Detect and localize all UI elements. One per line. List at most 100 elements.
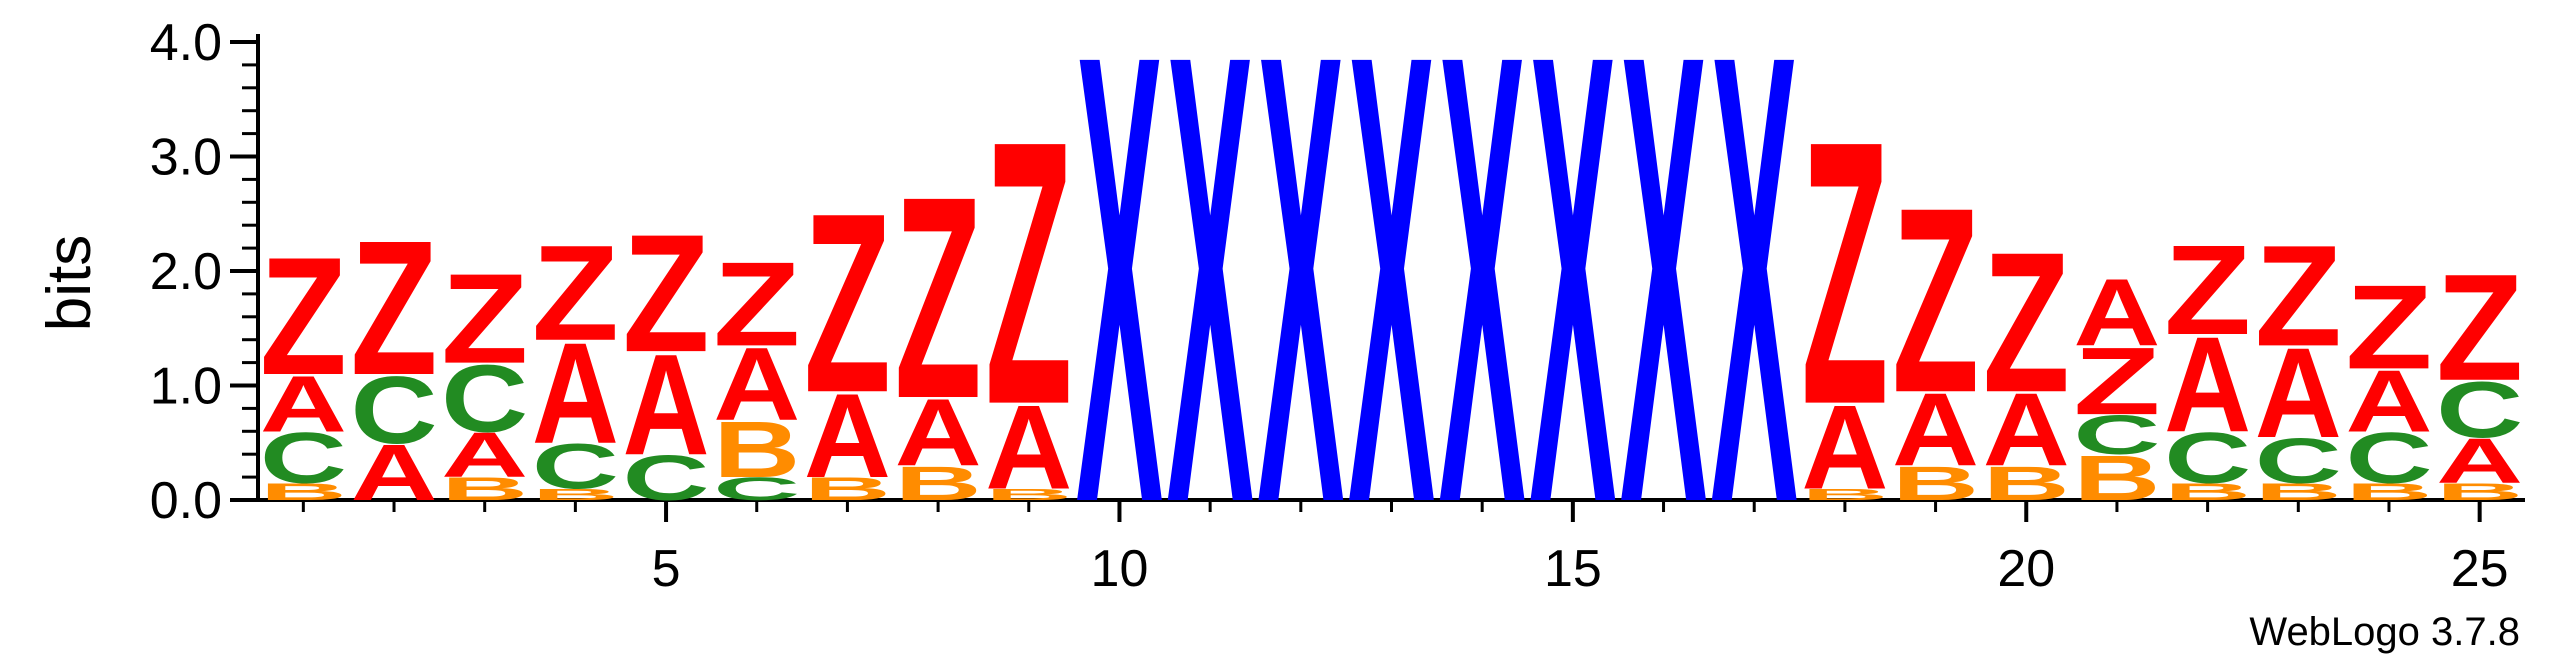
logo-column: BAZ [1983, 210, 2070, 510]
logo-column: X [1620, 0, 1708, 636]
glyph-z: Z [985, 64, 1072, 483]
logo-column: BAZ [1892, 152, 1979, 510]
glyph-b: B [713, 404, 800, 494]
logo-column: X [1257, 0, 1345, 636]
glyph-a: A [985, 381, 1072, 515]
x-tick-label: 20 [1997, 540, 2055, 598]
glyph-a: A [532, 314, 619, 474]
glyph-a: A [2164, 310, 2251, 461]
glyph-a: A [713, 326, 800, 442]
glyph-c: C [2345, 418, 2432, 498]
glyph-x: X [1620, 0, 1708, 636]
glyph-z: Z [2345, 260, 2432, 394]
glyph-a: A [350, 427, 437, 517]
glyph-a: A [1892, 371, 1979, 487]
glyph-z: Z [895, 137, 982, 459]
glyph-c: C [532, 432, 619, 503]
glyph-b: B [2436, 478, 2523, 505]
logo-column: X [1529, 0, 1617, 636]
glyph-c: C [2436, 364, 2523, 454]
glyph-z: Z [532, 217, 619, 369]
glyph-b: B [1892, 457, 1979, 510]
glyph-x: X [1257, 0, 1345, 636]
glyph-x: X [1711, 0, 1799, 636]
glyph-a: A [2073, 259, 2160, 366]
x-tick-label: 25 [2451, 540, 2509, 598]
logo-column: X [1167, 0, 1255, 636]
glyph-c: C [713, 471, 800, 507]
logo-column: ACZ [350, 200, 437, 517]
glyph-a: A [804, 369, 891, 503]
glyph-z: Z [2073, 327, 2160, 434]
y-tick-label: 0.0 [150, 472, 222, 530]
glyph-c: C [2255, 426, 2342, 497]
logo-column: X [1439, 0, 1527, 636]
glyph-b: B [804, 471, 891, 507]
glyph-c: C [623, 443, 710, 514]
glyph-b: B [2164, 478, 2251, 505]
weblogo-credit: WebLogo 3.7.8 [2249, 610, 2520, 654]
glyph-b: B [2345, 478, 2432, 505]
glyph-a: A [895, 379, 982, 486]
glyph-z: Z [441, 246, 528, 390]
glyph-b: B [260, 478, 347, 505]
glyph-x: X [1439, 0, 1527, 636]
glyph-b: B [2255, 478, 2342, 505]
glyph-z: Z [804, 160, 891, 445]
glyph-x: X [1167, 0, 1255, 636]
glyph-x: X [1529, 0, 1617, 636]
glyph-z: Z [1983, 210, 2070, 433]
glyph-a: A [623, 325, 710, 485]
logo-column: X [1076, 0, 1164, 636]
glyph-a: A [2436, 426, 2523, 497]
x-tick-label: 15 [1544, 540, 1602, 598]
glyph-x: X [1348, 0, 1436, 636]
logo-column: X [1348, 0, 1436, 636]
glyph-z: Z [1892, 152, 1979, 447]
y-axis-title: bits [35, 235, 104, 331]
y-tick-label: 1.0 [150, 358, 222, 416]
x-tick-label: 5 [652, 540, 681, 598]
glyph-z: Z [2436, 244, 2523, 413]
glyph-a: A [2345, 352, 2432, 450]
logo-column: BAZ [804, 160, 891, 507]
glyph-z: Z [2164, 218, 2251, 362]
logo-column: BAZ [985, 64, 1072, 514]
glyph-z: Z [1801, 64, 1888, 483]
glyph-z: Z [350, 200, 437, 415]
y-tick-label: 3.0 [150, 129, 222, 187]
logo-column: BAZ [895, 137, 982, 510]
glyph-a: A [1983, 371, 2070, 487]
glyph-z: Z [2255, 216, 2342, 377]
glyph-a: A [1801, 381, 1888, 515]
glyph-x: X [1076, 0, 1164, 636]
glyph-z: Z [713, 237, 800, 371]
logo-column: CAZ [623, 199, 710, 514]
glyph-a: A [2255, 322, 2342, 465]
glyph-b: B [2073, 443, 2160, 514]
x-axis: 5 10 15 20 25 [258, 498, 2525, 598]
x-tick-label: 10 [1091, 540, 1149, 598]
glyph-c: C [350, 356, 437, 463]
glyph-b: B [985, 486, 1072, 504]
glyph-c: C [260, 418, 347, 498]
glyph-z: Z [260, 222, 347, 410]
y-tick-label: 2.0 [150, 243, 222, 301]
y-axis: 0.0 1.0 2.0 3.0 4.0 [150, 14, 260, 530]
y-tick-label: 4.0 [150, 14, 222, 72]
glyph-b: B [1983, 457, 2070, 510]
glyph-z: Z [623, 199, 710, 387]
glyph-a: A [260, 359, 347, 449]
logo-column: BAZ [1801, 64, 1888, 514]
glyph-a: A [441, 420, 528, 491]
glyph-c: C [2164, 418, 2251, 498]
